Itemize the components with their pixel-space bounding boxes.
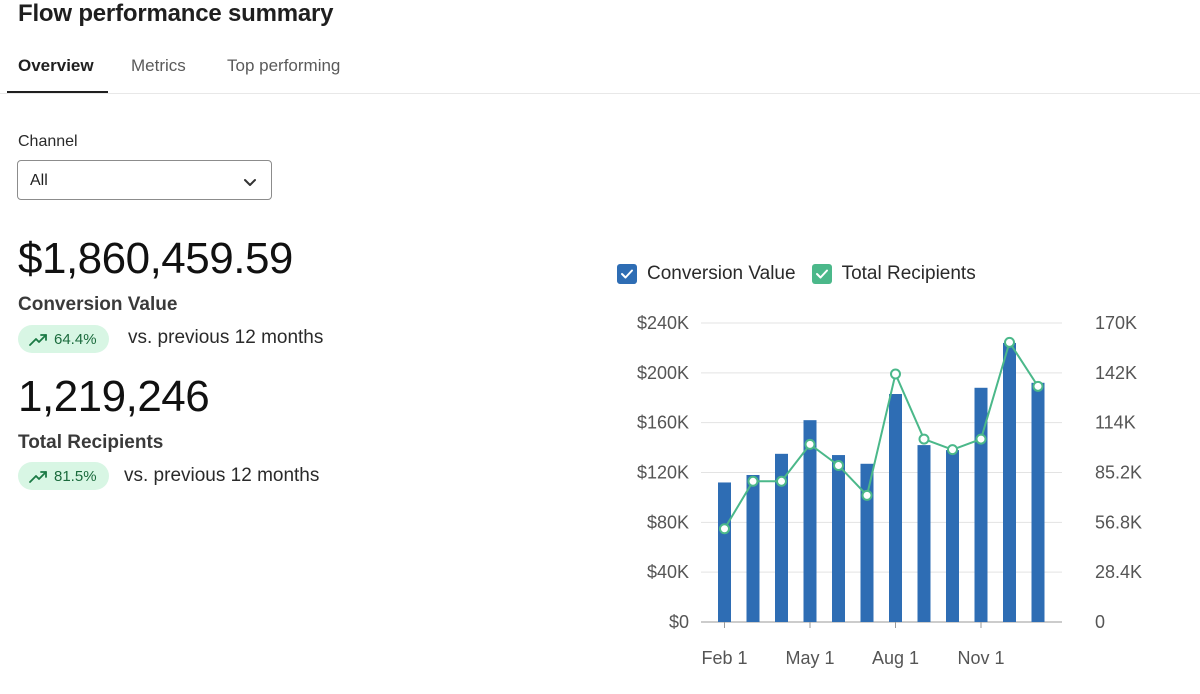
bar [860,463,874,622]
recipients-change-badge: 81.5% [18,462,109,490]
x-tick-label: May 1 [785,648,834,668]
line-point [776,475,787,487]
total-recipients-label: Total Recipients [18,432,164,453]
line-point [833,459,844,471]
bar [974,387,988,622]
line-point [1004,336,1015,348]
bar [917,445,931,622]
y-left-tick-label: $240K [637,313,689,333]
recipients-change-value: 81.5% [54,467,97,485]
conversion-change-badge: 64.4% [18,325,109,353]
line-point [890,368,901,380]
channel-select-value: All [30,172,48,189]
y-right-tick-label: 56.8K [1095,512,1142,532]
y-left-tick-label: $160K [637,413,689,433]
line-point [861,489,873,501]
combo-chart: $0 0 $40K 28.4K $80K 56.8K $120K 85.2K $160K 114K… [637,313,1142,668]
channel-select[interactable]: All [17,160,272,200]
tab-overview[interactable]: Overview [18,56,94,75]
line-point [975,433,987,445]
chart-legend: Conversion Value Total Recipients [617,262,992,286]
page-title: Flow performance summary [18,0,334,27]
legend-label: Conversion Value [647,263,796,284]
y-right-tick-label: 85.2K [1095,463,1142,483]
line-point [1032,380,1044,392]
bar [746,474,760,622]
tab-top-performing[interactable]: Top performing [227,56,341,75]
line-point [719,523,730,535]
x-tick-label: Nov 1 [957,648,1004,668]
legend-label: Total Recipients [841,263,976,284]
conversion-value-label: Conversion Value [18,294,178,315]
y-left-tick-label: $0 [669,612,689,632]
bar [946,450,959,622]
bar [1031,382,1045,622]
legend-item-conversion-value[interactable]: Conversion Value [617,263,796,285]
bar [889,394,902,622]
total-recipients-amount: 1,219,246 [18,372,210,421]
line-point [747,475,759,487]
line-point [947,444,958,456]
y-right-tick-label: 170K [1095,313,1137,333]
tab-bar: Overview Metrics Top performing [0,48,1200,94]
x-tick-label: Feb 1 [701,648,747,668]
chevron-down-icon [243,175,257,193]
x-tick-label: Aug 1 [872,648,919,668]
conversion-value-amount: $1,860,459.59 [18,234,293,283]
checkbox-checked-icon[interactable] [811,264,832,284]
legend-item-total-recipients[interactable]: Total Recipients [811,263,976,285]
bar [832,455,845,622]
checkbox-checked-icon[interactable] [617,264,637,284]
conversion-compare-text: vs. previous 12 months [128,327,324,348]
active-tab-indicator [7,91,108,93]
y-left-tick-label: $120K [637,463,689,483]
y-right-tick-label: 28.4K [1095,562,1142,582]
trend-up-icon [29,334,47,346]
tab-metrics[interactable]: Metrics [131,56,186,75]
line-point [804,438,816,450]
channel-label: Channel [18,133,78,150]
bar [1003,342,1016,622]
y-right-tick-label: 114K [1095,413,1136,433]
conversion-change-value: 64.4% [54,330,97,348]
recipients-compare-text: vs. previous 12 months [124,465,320,486]
y-left-tick-label: $200K [637,363,689,383]
bar [718,482,731,622]
y-left-tick-label: $80K [647,512,689,532]
bar [775,453,788,622]
recipients-line [723,339,1039,530]
bar [803,420,817,622]
trend-up-icon [29,471,47,483]
line-point [918,433,930,445]
y-right-tick-label: 0 [1095,612,1105,632]
y-right-tick-label: 142K [1095,363,1137,383]
y-left-tick-label: $40K [647,562,689,582]
